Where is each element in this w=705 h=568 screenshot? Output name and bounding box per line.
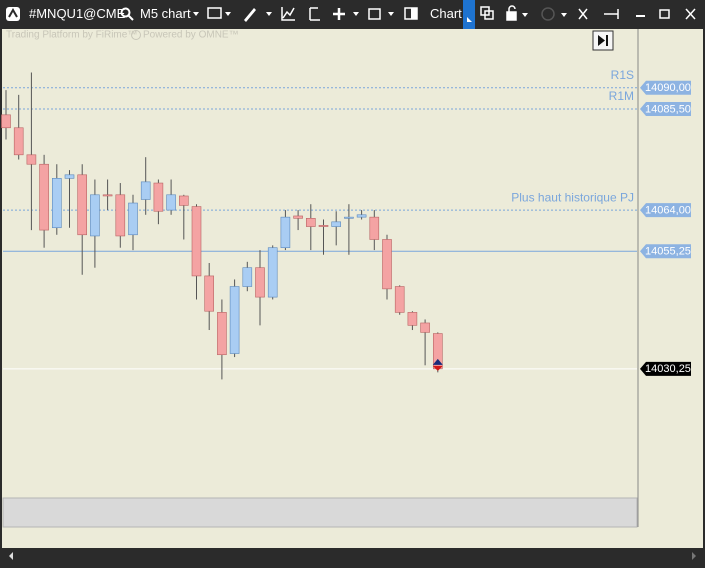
level-label: R1M — [609, 89, 634, 103]
scroll-left[interactable] — [9, 552, 13, 560]
symbol[interactable]: #MNQU1@CME — [29, 6, 126, 21]
price-tag-label: 14055,25 — [645, 246, 691, 258]
price-tag — [640, 244, 691, 259]
watermark-logo — [131, 30, 141, 40]
candle-body — [191, 206, 202, 277]
indicator-panel — [2, 497, 638, 528]
candle-body — [420, 322, 430, 333]
candle-body — [166, 194, 176, 211]
candle-body — [13, 127, 24, 156]
toolbar: #MNQU1@CME M5 chart Chart — [0, 0, 705, 29]
candle-body — [407, 312, 418, 326]
watermark: Powered by OMNE™ — [143, 30, 239, 41]
timeframe[interactable]: M5 chart — [140, 6, 191, 21]
chart-mode[interactable]: Chart — [430, 6, 462, 21]
price-tag — [640, 203, 691, 218]
watermark: Trading Platform by FiRime™ — [6, 30, 137, 41]
level-label: R1S — [611, 68, 634, 82]
level-label: Plus haut historique PJ — [511, 190, 634, 204]
candle-body — [102, 194, 113, 197]
candle-body — [90, 194, 100, 237]
candle-body — [204, 275, 214, 312]
candle-body — [179, 195, 189, 206]
scroll-right[interactable] — [692, 552, 696, 560]
app-logo — [6, 7, 20, 21]
autoscroll-button[interactable] — [592, 30, 614, 51]
price-tag-label: 14030,25 — [645, 363, 691, 375]
candle-body — [382, 239, 392, 290]
candle-body — [255, 267, 265, 298]
candle-body — [293, 215, 303, 219]
candle-body — [394, 286, 405, 313]
price-tag-label: 14090,00 — [645, 82, 691, 94]
candle-body — [267, 247, 278, 298]
candle-body — [51, 178, 62, 229]
price-tag-label: 14064,00 — [645, 204, 691, 216]
price-tag — [640, 80, 691, 95]
price-tag-label: 14085,50 — [645, 103, 691, 115]
price-tag — [640, 361, 691, 376]
position-marker — [432, 358, 443, 365]
candle-body — [1, 114, 11, 129]
chart-area: Trading Platform by FiRime™ Powered by O… — [1, 29, 703, 565]
toolbar-icons-right — [463, 0, 696, 29]
candle-body — [115, 194, 126, 237]
candle-body — [128, 202, 138, 236]
scrollbar[interactable] — [2, 548, 703, 565]
candle-body — [331, 221, 342, 227]
candle-body — [369, 216, 380, 240]
candle-body — [229, 286, 240, 354]
chart-background — [2, 29, 703, 548]
toolbar-icons — [193, 7, 418, 22]
position-marker — [432, 365, 443, 371]
candle-body — [305, 218, 316, 227]
candle-body — [64, 174, 75, 179]
candle-body — [280, 216, 291, 249]
candle-body — [318, 225, 329, 227]
candle-body — [140, 181, 151, 200]
search-icon[interactable] — [120, 7, 134, 21]
price-tag — [640, 101, 691, 116]
candle-body — [242, 267, 253, 287]
candle-body — [26, 154, 37, 165]
candle-body — [344, 216, 354, 219]
candle-body — [77, 174, 87, 236]
candle-body — [217, 312, 227, 356]
candle-body — [356, 214, 367, 218]
candle-body — [39, 163, 49, 231]
candle-body — [153, 182, 164, 212]
